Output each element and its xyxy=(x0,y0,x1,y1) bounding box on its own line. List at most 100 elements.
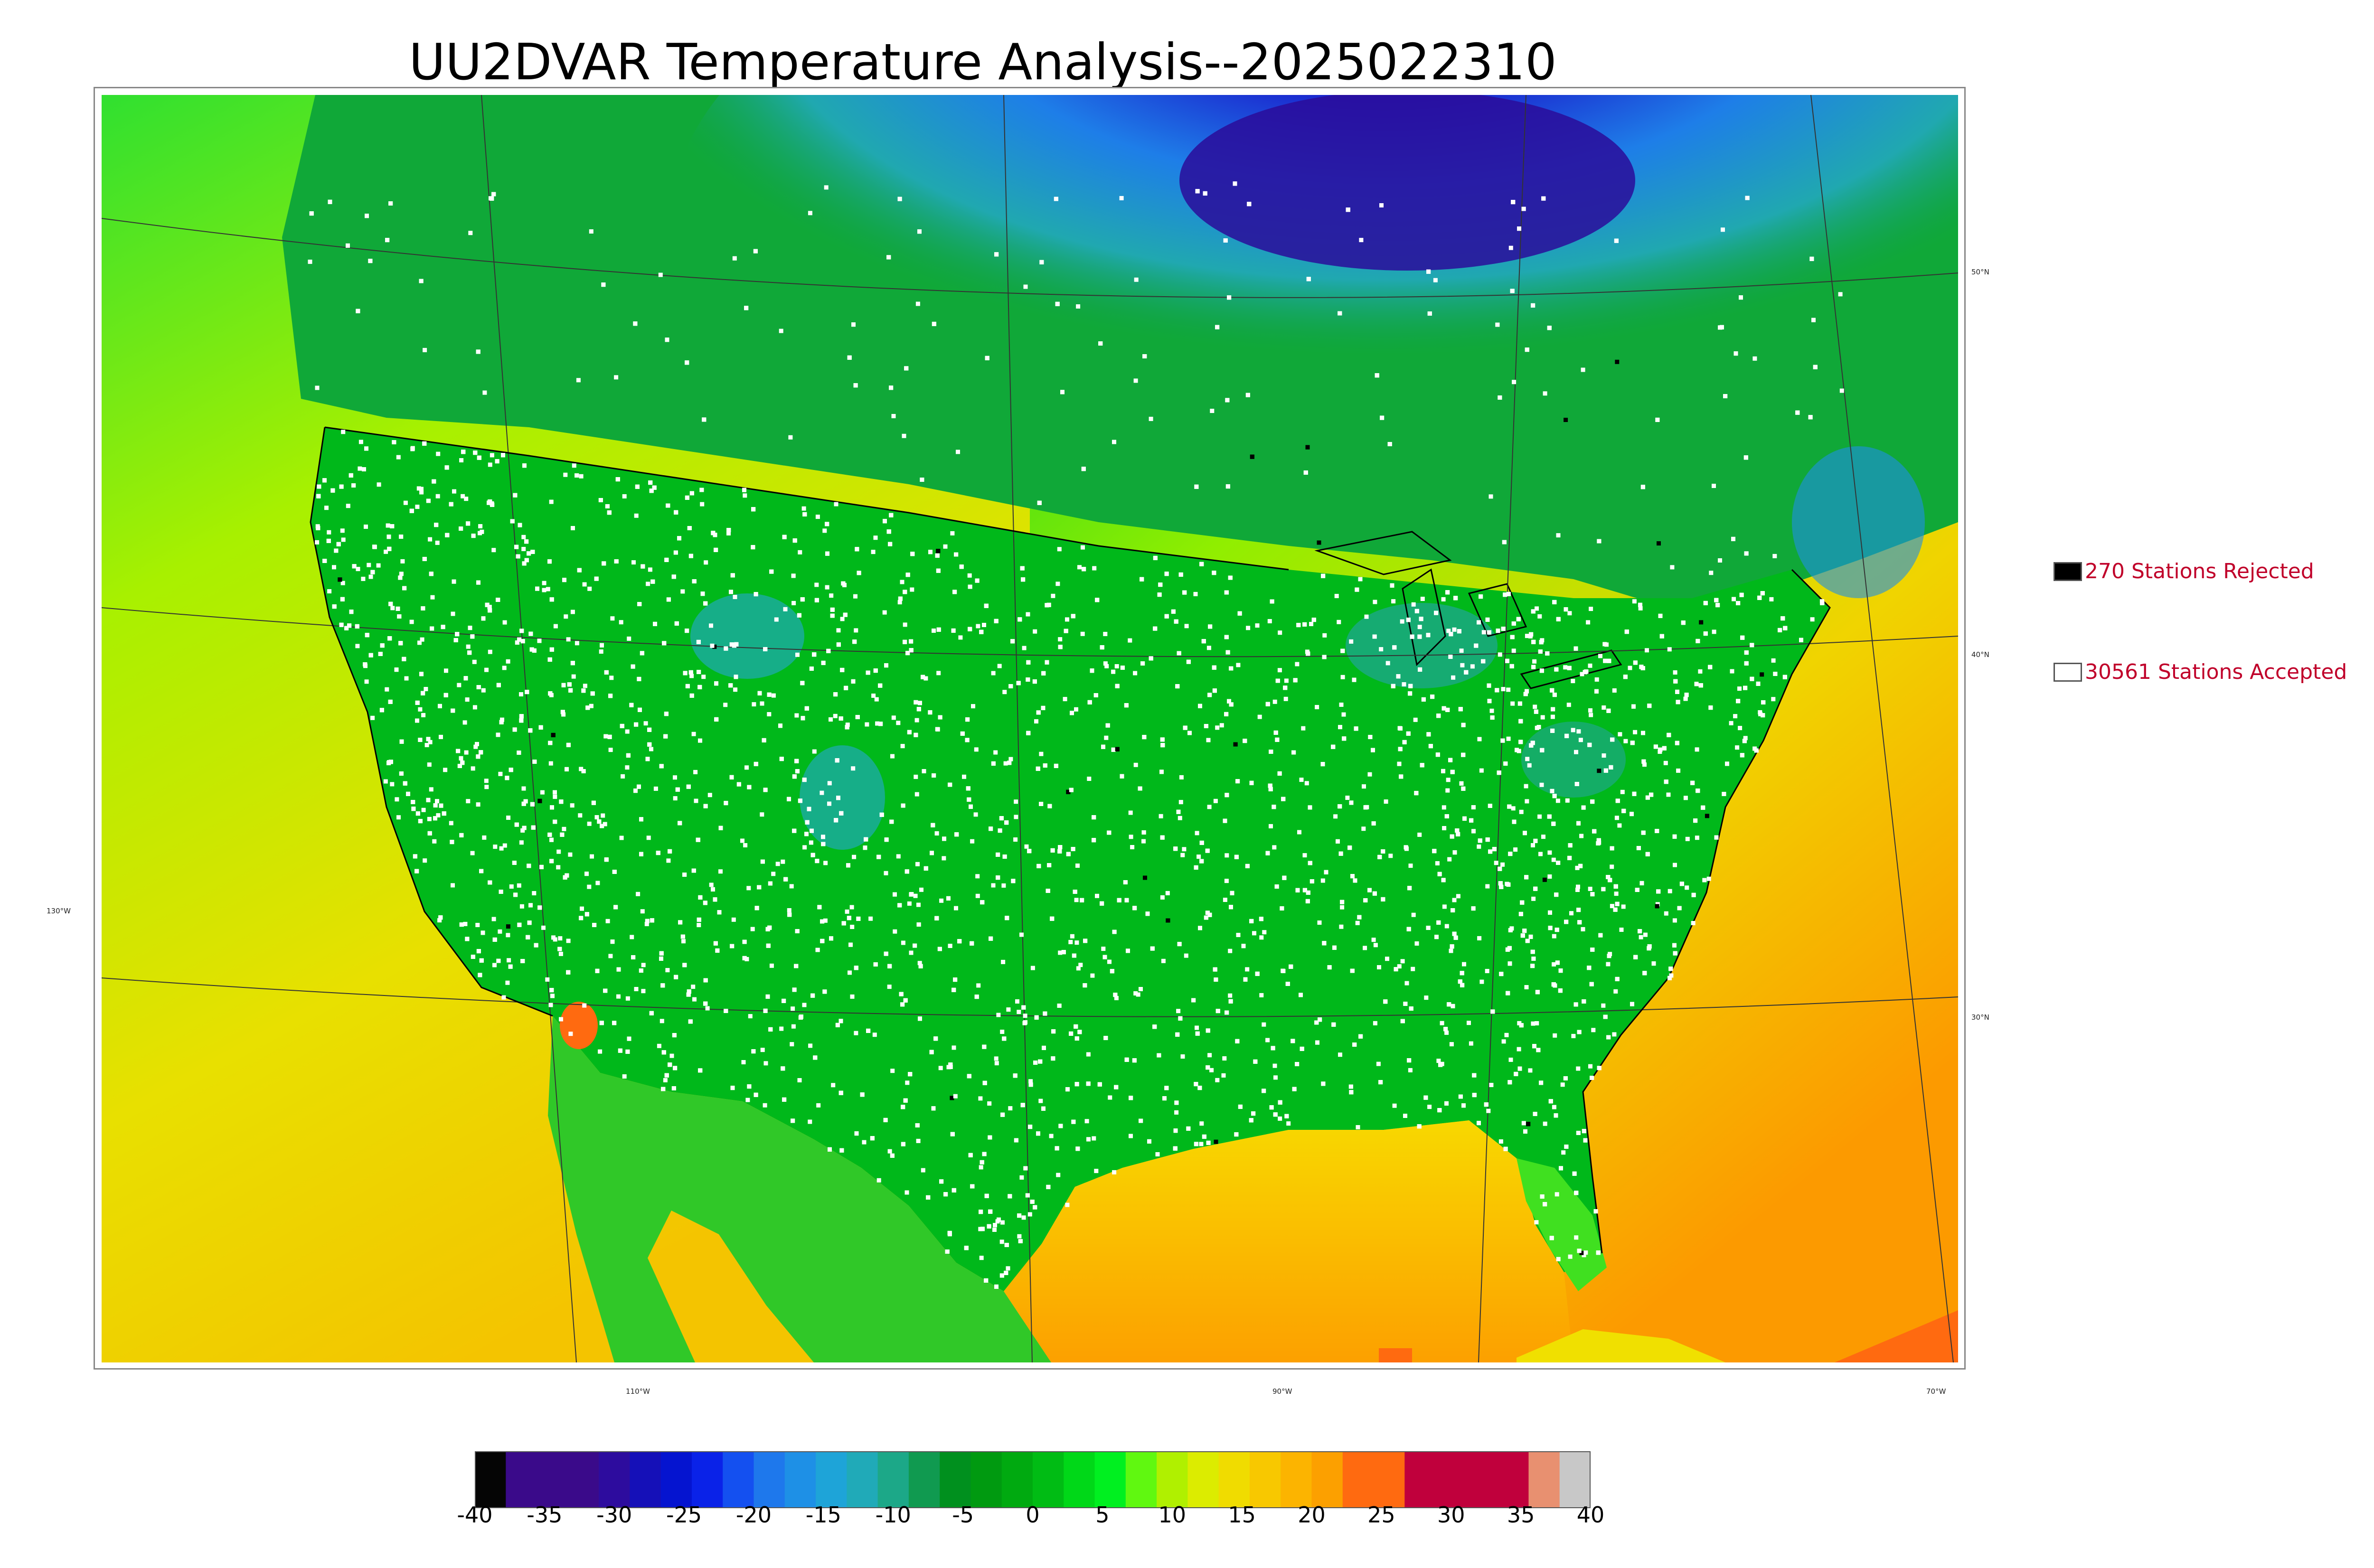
station-marker xyxy=(1011,879,1016,883)
station-marker xyxy=(1548,910,1552,915)
station-marker xyxy=(1630,812,1634,817)
station-marker xyxy=(928,550,933,554)
station-marker xyxy=(1490,715,1495,720)
station-marker xyxy=(584,912,589,917)
station-marker xyxy=(975,874,980,879)
station-marker xyxy=(568,852,573,857)
station-marker xyxy=(1639,881,1644,885)
station-marker xyxy=(763,1061,768,1066)
station-marker xyxy=(982,1080,987,1085)
station-marker xyxy=(1105,723,1110,728)
station-marker xyxy=(1233,181,1237,186)
station-marker xyxy=(598,498,603,502)
station-marker xyxy=(891,414,896,418)
station-marker xyxy=(1683,696,1688,701)
station-marker xyxy=(1615,798,1620,803)
station-marker xyxy=(508,964,513,969)
station-marker xyxy=(1308,805,1312,810)
station-marker xyxy=(1130,845,1135,849)
station-marker xyxy=(1065,617,1069,622)
station-marker xyxy=(630,935,634,939)
station-marker xyxy=(965,738,970,742)
station-marker xyxy=(1437,1108,1442,1113)
station-marker xyxy=(327,530,331,535)
station-marker xyxy=(1552,600,1557,604)
station-marker xyxy=(1619,928,1624,932)
station-marker xyxy=(1556,861,1561,865)
station-marker xyxy=(1739,295,1743,300)
station-marker xyxy=(698,738,702,743)
station-marker xyxy=(943,544,948,549)
station-marker xyxy=(791,601,796,605)
station-marker xyxy=(1363,805,1368,810)
temperature-analysis-map[interactable] xyxy=(102,95,1958,1362)
station-marker xyxy=(1614,816,1619,820)
station-marker xyxy=(870,1136,875,1141)
station-marker xyxy=(1398,747,1403,751)
station-marker xyxy=(831,1083,836,1088)
station-marker xyxy=(1487,699,1492,704)
station-marker xyxy=(560,710,565,714)
station-marker xyxy=(1391,684,1395,688)
station-marker xyxy=(1653,744,1658,749)
station-marker xyxy=(595,881,600,885)
station-marker xyxy=(479,750,483,755)
station-marker xyxy=(1472,1073,1477,1078)
station-marker xyxy=(736,782,741,787)
station-marker xyxy=(1540,715,1545,720)
station-marker xyxy=(1278,1116,1282,1121)
station-marker xyxy=(1525,939,1530,943)
station-marker xyxy=(760,701,764,706)
station-marker xyxy=(658,272,663,277)
station-marker xyxy=(1541,196,1546,201)
station-marker xyxy=(1373,1021,1377,1025)
station-marker xyxy=(873,535,878,540)
station-marker xyxy=(671,1086,676,1090)
station-marker xyxy=(1281,797,1286,801)
station-marker xyxy=(1621,904,1626,909)
station-marker xyxy=(1114,1085,1119,1089)
station-marker xyxy=(729,775,734,779)
station-marker xyxy=(909,892,914,896)
station-marker xyxy=(612,870,617,874)
station-marker xyxy=(1615,359,1620,364)
station-marker xyxy=(629,703,634,707)
station-marker xyxy=(931,823,935,827)
station-marker xyxy=(1518,740,1523,744)
station-marker xyxy=(562,826,566,831)
station-marker xyxy=(1095,893,1099,898)
station-marker xyxy=(1469,1041,1473,1046)
station-marker xyxy=(873,962,878,967)
station-marker xyxy=(449,502,453,507)
station-marker xyxy=(1735,745,1740,750)
station-marker xyxy=(625,765,630,770)
station-marker xyxy=(889,819,894,824)
station-marker xyxy=(568,688,573,693)
station-marker xyxy=(692,997,697,1002)
station-marker xyxy=(715,948,720,953)
station-marker xyxy=(528,903,533,908)
station-marker xyxy=(492,937,497,942)
station-marker xyxy=(1525,634,1529,638)
station-marker xyxy=(437,918,442,923)
map-frame[interactable] xyxy=(94,87,1966,1370)
station-marker xyxy=(939,1179,944,1184)
station-marker xyxy=(1596,841,1601,845)
station-marker xyxy=(1758,710,1762,714)
station-marker xyxy=(1467,1021,1471,1025)
station-marker xyxy=(1051,1029,1056,1034)
station-marker xyxy=(1760,672,1764,677)
station-marker xyxy=(1229,666,1234,671)
station-marker xyxy=(1159,814,1163,818)
station-marker xyxy=(1174,1110,1179,1115)
station-marker xyxy=(901,940,905,945)
station-marker xyxy=(316,526,320,530)
station-marker xyxy=(1297,830,1301,835)
station-marker xyxy=(548,741,553,745)
station-marker xyxy=(403,781,407,786)
station-marker xyxy=(1129,835,1133,839)
station-marker xyxy=(838,716,843,721)
station-marker xyxy=(769,963,774,968)
station-marker xyxy=(1186,1126,1191,1131)
station-marker xyxy=(1441,878,1446,883)
